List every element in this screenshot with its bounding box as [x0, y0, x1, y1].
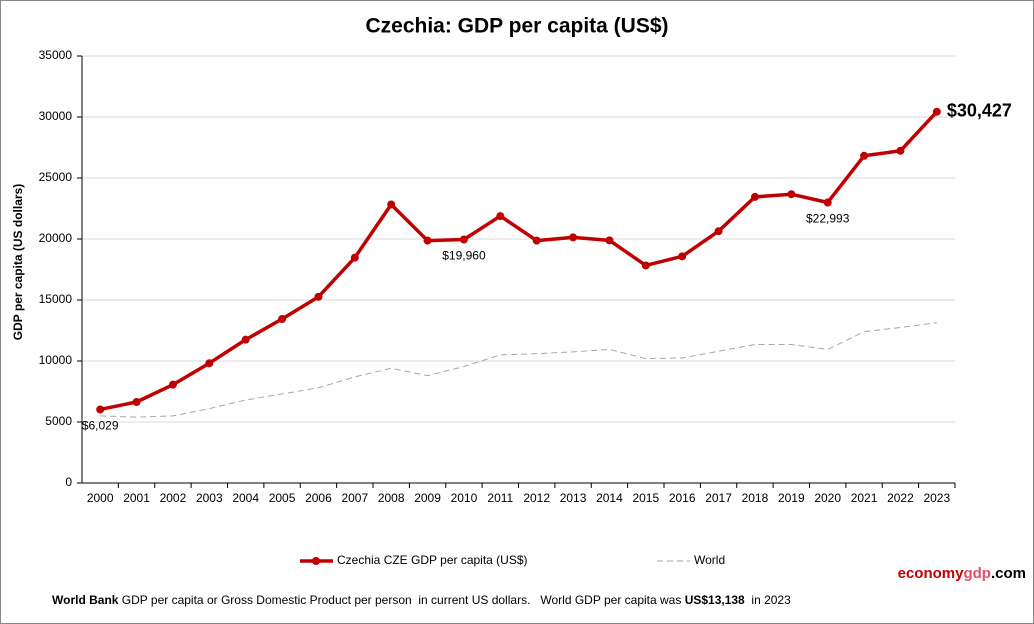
point: [532, 236, 541, 245]
series-line: [99, 110, 939, 412]
point: [423, 236, 432, 245]
point: [387, 200, 396, 209]
y-tick-label: 35000: [39, 48, 73, 62]
x-tick-label: 2009: [414, 491, 441, 505]
point: [932, 107, 941, 116]
x-tick-label: 2003: [196, 491, 223, 505]
point: [787, 190, 796, 199]
point: [678, 252, 687, 261]
brand-part: economy: [898, 565, 965, 582]
point: [241, 335, 250, 344]
x-tick-label: 2004: [232, 491, 259, 505]
point: [605, 236, 614, 245]
x-tick-label: 2007: [341, 491, 368, 505]
x-tick-label: 2018: [742, 491, 769, 505]
point: [350, 253, 359, 262]
footer-part: World Bank: [52, 593, 119, 607]
data-label: $30,427: [947, 101, 1012, 121]
x-tick-label: 2006: [305, 491, 332, 505]
point: [168, 380, 177, 389]
footer-part: in 2023: [745, 593, 791, 607]
x-tick-label: 2016: [669, 491, 696, 505]
point: [496, 212, 505, 221]
x-tick-label: 2015: [632, 491, 659, 505]
y-tick-label: 5000: [45, 414, 72, 428]
y-axis-label: GDP per capita (US dollars): [11, 184, 25, 341]
y-tick-label: 15000: [39, 292, 73, 306]
legend-label: Czechia CZE GDP per capita (US$): [337, 553, 528, 567]
x-tick-label: 2002: [160, 491, 187, 505]
data-label: $22,993: [806, 212, 850, 226]
point: [823, 198, 832, 207]
point: [714, 227, 723, 236]
x-tick-label: 2000: [87, 491, 114, 505]
brand-part: gdp: [963, 565, 991, 582]
x-tick-label: 2022: [887, 491, 914, 505]
x-tick-label: 2008: [378, 491, 405, 505]
x-tick-label: 2020: [814, 491, 841, 505]
data-label: $19,960: [442, 249, 486, 263]
y-tick-label: 25000: [39, 170, 73, 184]
point: [132, 397, 141, 406]
x-tick-label: 2021: [851, 491, 878, 505]
data-label: $6,029: [82, 419, 119, 433]
x-tick-label: 2012: [523, 491, 550, 505]
x-tick-label: 2013: [560, 491, 587, 505]
brand: economygdp.com: [898, 565, 1026, 582]
x-tick-label: 2014: [596, 491, 623, 505]
series-line: [100, 322, 937, 418]
footer-part: GDP per capita or Gross Domestic Product…: [118, 593, 684, 607]
point: [96, 405, 105, 414]
point: [459, 235, 468, 244]
point: [750, 192, 759, 201]
brand-part: .com: [991, 565, 1026, 582]
point: [569, 233, 578, 242]
footer: World Bank GDP per capita or Gross Domes…: [52, 593, 791, 607]
legend-marker: [312, 557, 320, 565]
legend-label: World: [694, 553, 725, 567]
y-tick-label: 0: [65, 475, 72, 489]
footer-part: US$13,138: [685, 593, 745, 607]
x-tick-label: 2010: [451, 491, 478, 505]
point: [896, 146, 905, 155]
x-tick-label: 2001: [123, 491, 150, 505]
point: [278, 315, 287, 324]
point: [205, 359, 214, 368]
x-tick-label: 2017: [705, 491, 732, 505]
y-tick-label: 10000: [39, 353, 73, 367]
x-tick-label: 2011: [487, 491, 513, 505]
x-tick-label: 2019: [778, 491, 805, 505]
x-tick-label: 2023: [923, 491, 950, 505]
y-tick-label: 30000: [39, 109, 73, 123]
point: [860, 151, 869, 160]
chart-title: Czechia: GDP per capita (US$): [365, 15, 668, 38]
x-tick-label: 2005: [269, 491, 296, 505]
point: [641, 261, 650, 270]
y-tick-label: 20000: [39, 231, 73, 245]
point: [314, 292, 323, 301]
